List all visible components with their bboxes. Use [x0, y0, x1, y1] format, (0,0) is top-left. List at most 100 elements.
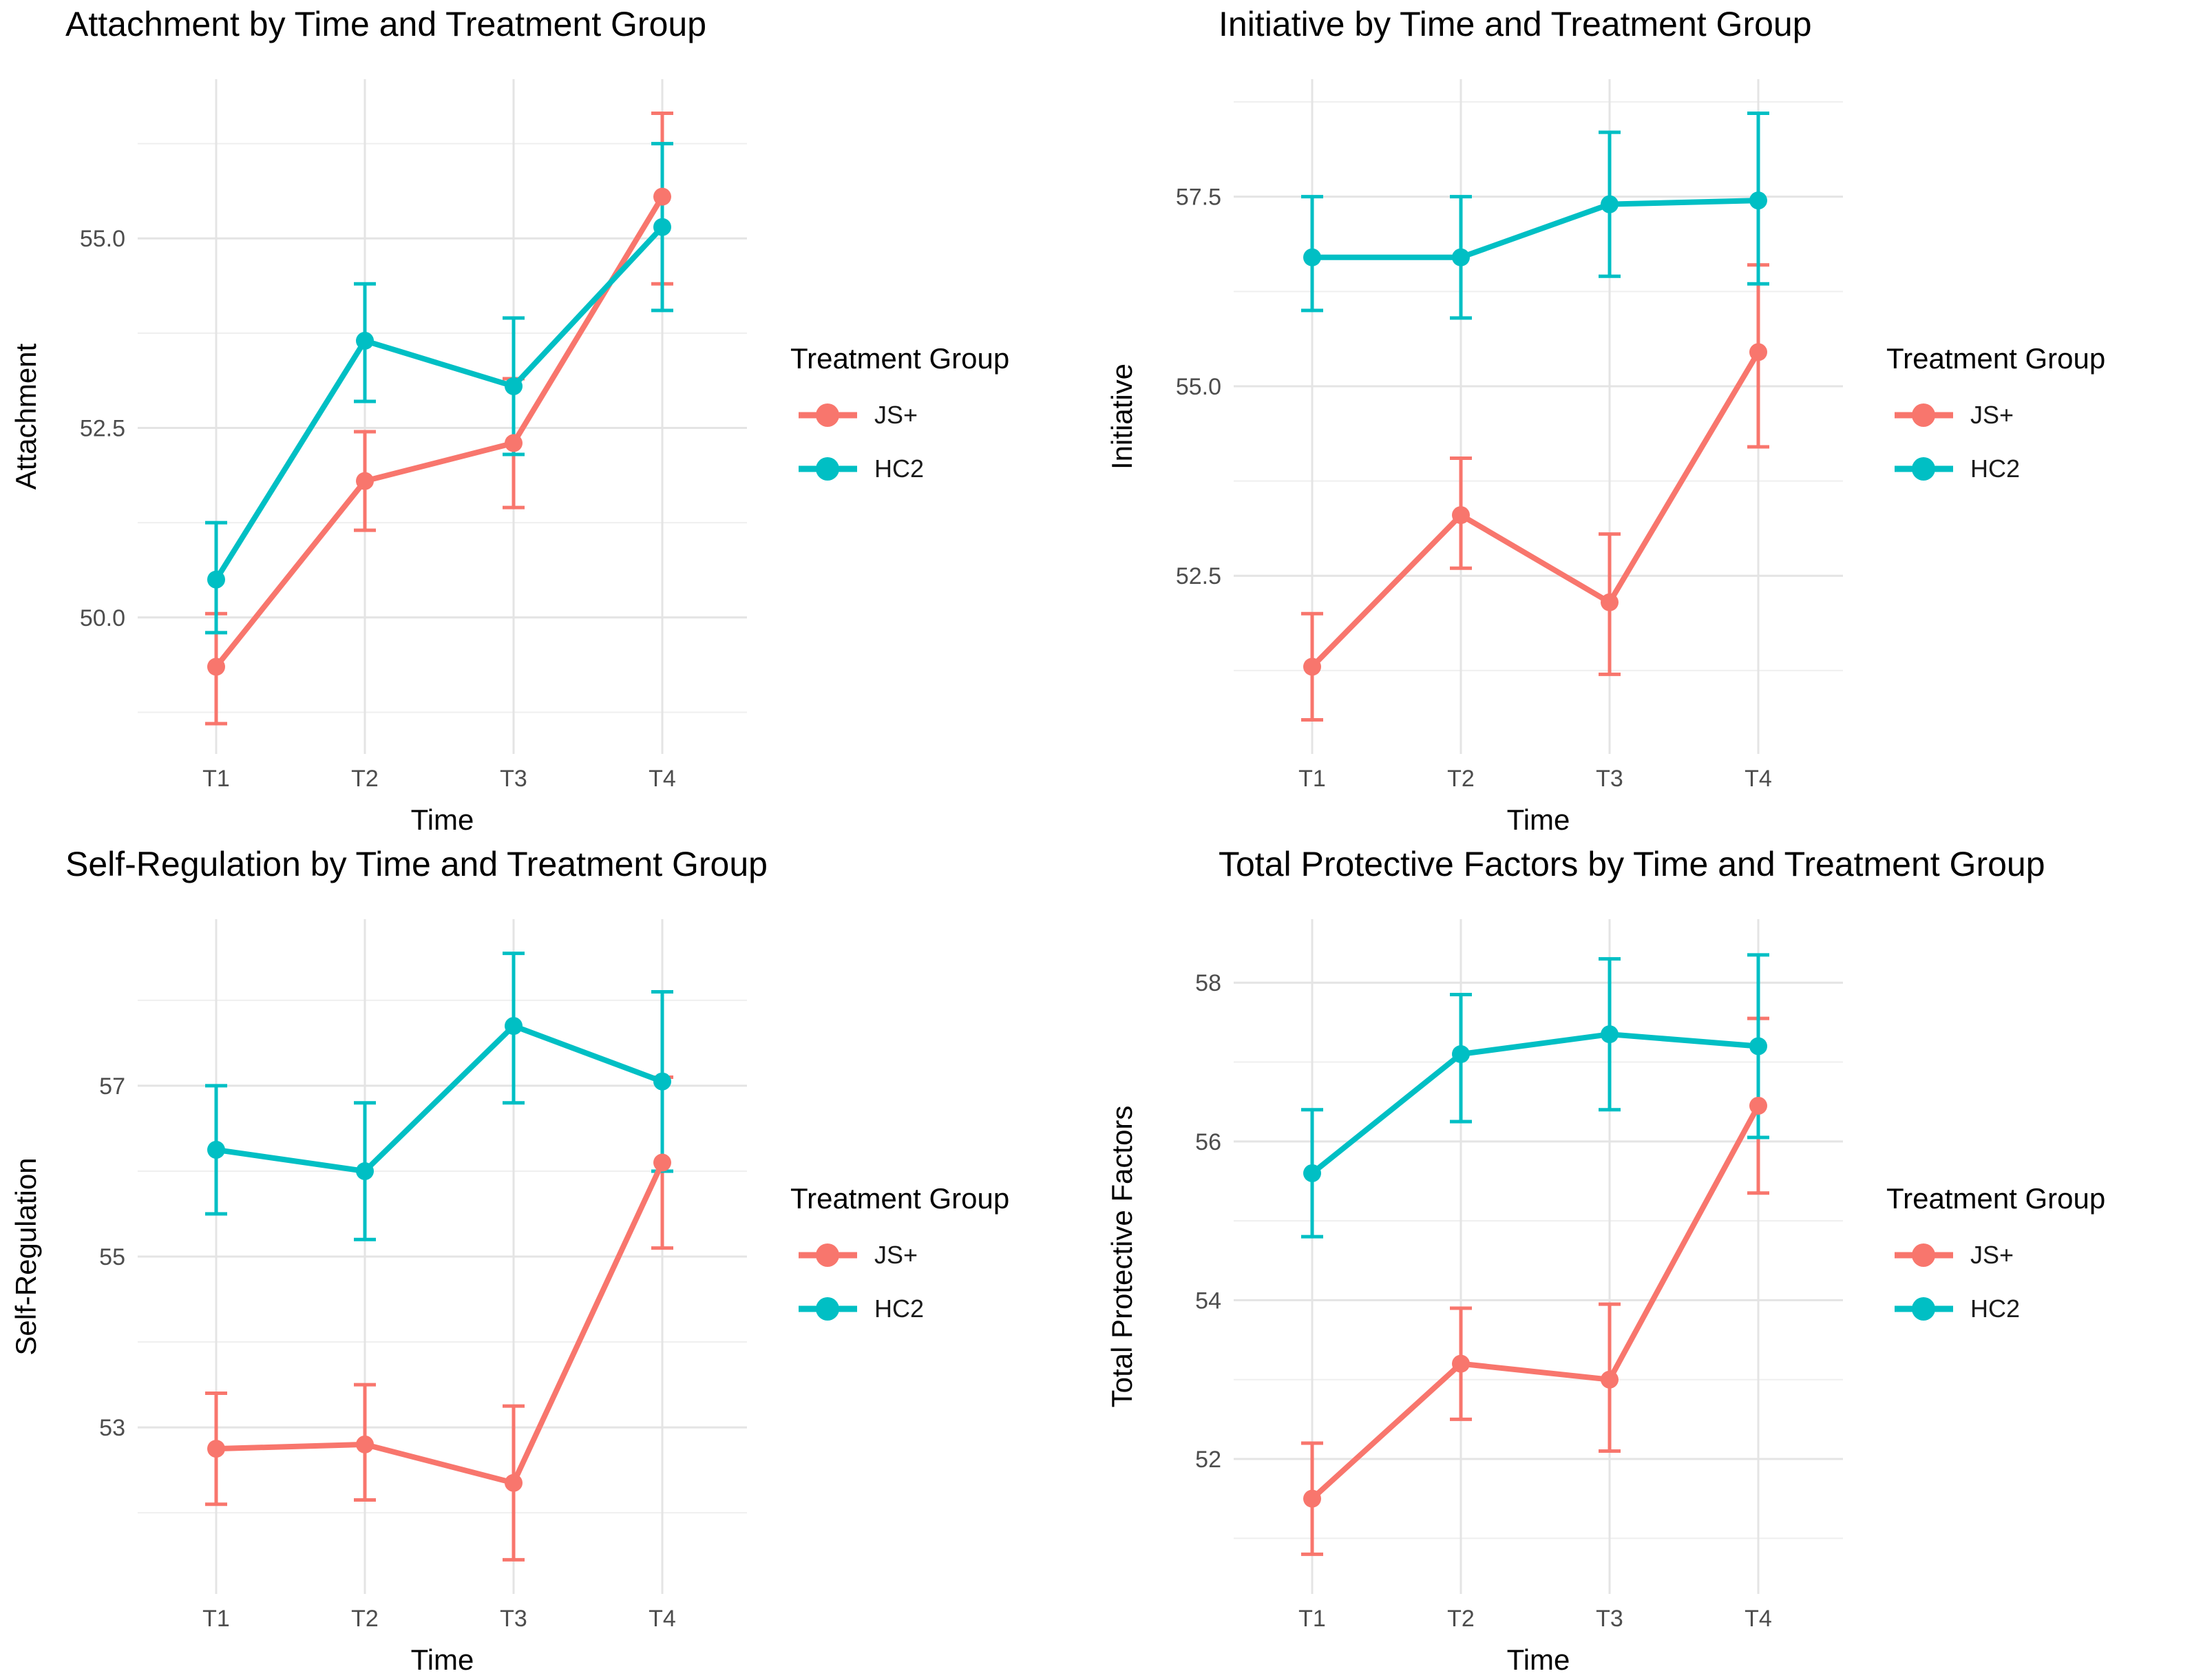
data-point-hc2 [207, 1140, 225, 1159]
legend-key-dot [816, 457, 839, 481]
legend-title: Treatment Group [1886, 342, 2105, 375]
x-tick-label: T4 [649, 1606, 676, 1632]
x-tick-label: T4 [649, 766, 676, 792]
y-tick-label: 56 [1195, 1129, 1221, 1155]
data-point-js [356, 1435, 374, 1453]
x-tick-label: T3 [500, 1606, 527, 1632]
legend-label: HC2 [1970, 1294, 2020, 1323]
data-point-hc2 [1452, 248, 1470, 266]
legend-key-dot [1912, 457, 1935, 481]
series-line-js [213, 195, 665, 669]
legend-entry-js: JS+ [799, 401, 918, 429]
legend-entry-hc2: HC2 [799, 1294, 924, 1323]
legend-entry-hc2: HC2 [1895, 454, 2020, 483]
data-point-js [1601, 593, 1619, 611]
legend-title: Treatment Group [790, 1182, 1009, 1215]
axis-title-y: Initiative [1106, 364, 1138, 470]
x-tick-label: T2 [1447, 766, 1475, 792]
legend-entry-js: JS+ [1895, 401, 2014, 429]
y-tick-label: 55.0 [1176, 374, 1221, 400]
legend-label: JS+ [1970, 401, 2014, 429]
legend-entry-hc2: HC2 [1895, 1294, 2020, 1323]
legend-key-dot [1912, 403, 1935, 427]
legend-label: JS+ [874, 401, 918, 429]
data-point-js [1749, 1096, 1767, 1115]
axis-title-x: Time [411, 804, 474, 836]
chart-cell-total-protective-factors: 52 54 56 58 T1 T2 T3 T4 Time Total Protective Fac… [1096, 840, 2192, 1680]
data-point-js [505, 434, 523, 452]
legend: Treatment Group JS+ HC2 [1886, 342, 2105, 483]
data-point-hc2 [653, 218, 671, 236]
legend-key-dot [816, 1243, 839, 1267]
data-point-hc2 [653, 1072, 671, 1091]
legend-label: HC2 [874, 1294, 924, 1323]
x-tick-label: T2 [351, 1606, 379, 1632]
data-point-js [505, 1473, 523, 1492]
x-tick-label: T4 [1745, 766, 1772, 792]
axis-title-x: Time [411, 1644, 474, 1676]
series-line-js [215, 1161, 665, 1486]
y-tick-label: 57.5 [1176, 185, 1221, 211]
data-point-js [1303, 658, 1321, 676]
legend-entry-hc2: HC2 [799, 454, 924, 483]
x-tick-label: T1 [1298, 1606, 1326, 1632]
legend-label: JS+ [874, 1241, 918, 1269]
data-point-hc2 [1303, 1164, 1321, 1182]
data-point-js [1601, 1370, 1619, 1389]
series-line-hc2 [1310, 1031, 1759, 1176]
legend: Treatment Group JS+ HC2 [790, 1182, 1009, 1323]
legend: Treatment Group JS+ HC2 [1886, 1182, 2105, 1323]
chart-cell-initiative: 52.5 55.0 57.5 T1 T2 T3 T4 Time Initiative Initia… [1096, 0, 2192, 840]
data-point-js [207, 1440, 225, 1458]
chart-cell-attachment: 50.0 52.5 55.0 T1 T2 T3 T4 Time Attachment Attach… [0, 0, 1096, 840]
legend: Treatment Group JS+ HC2 [790, 342, 1009, 483]
data-point-hc2 [1601, 195, 1619, 213]
axis-title-y: Attachment [10, 343, 42, 490]
legend-key-dot [1912, 1243, 1935, 1267]
chart-attachment-svg: 50.0 52.5 55.0 T1 T2 T3 T4 Time Attachment Attach… [10, 5, 1009, 836]
y-tick-label: 54 [1195, 1288, 1221, 1314]
chart-title: Attachment by Time and Treatment Group [65, 5, 706, 43]
data-point-js [207, 658, 225, 676]
axis-title-x: Time [1507, 1644, 1570, 1676]
y-tick-label: 55.0 [80, 226, 125, 252]
data-point-hc2 [356, 1162, 374, 1180]
chart-cell-self-regulation: 53 55 57 T1 T2 T3 T4 Time Self-Regulation Self-Re… [0, 840, 1096, 1680]
data-point-hc2 [207, 570, 225, 589]
legend-key-dot [816, 403, 839, 427]
legend-entry-js: JS+ [1895, 1241, 2014, 1269]
data-point-hc2 [1749, 1037, 1767, 1056]
chart-title: Self-Regulation by Time and Treatment Gr… [65, 845, 768, 883]
x-tick-label: T3 [1596, 766, 1623, 792]
y-tick-label: 57 [99, 1073, 125, 1100]
y-tick-label: 50.0 [80, 605, 125, 631]
data-point-js [1749, 343, 1767, 361]
data-point-hc2 [356, 331, 374, 350]
series-line-hc2 [213, 224, 664, 581]
y-tick-label: 55 [99, 1244, 125, 1270]
data-point-hc2 [505, 1017, 523, 1036]
series-line-hc2 [215, 1023, 664, 1174]
data-point-js [653, 1153, 671, 1172]
chart-total-protective-factors-svg: 52 54 56 58 T1 T2 T3 T4 Time Total Protective Fac… [1106, 845, 2105, 1676]
legend-label: HC2 [874, 454, 924, 483]
x-tick-label: T1 [1298, 766, 1326, 792]
data-point-hc2 [1601, 1025, 1619, 1044]
axis-title-y: Total Protective Factors [1106, 1106, 1138, 1408]
legend-key-dot [1912, 1297, 1935, 1321]
data-point-js [356, 472, 374, 490]
y-tick-label: 52 [1195, 1447, 1221, 1473]
x-tick-label: T1 [202, 766, 230, 792]
x-tick-label: T3 [500, 766, 527, 792]
axis-title-x: Time [1507, 804, 1570, 836]
data-point-hc2 [1303, 248, 1321, 266]
data-point-hc2 [1749, 191, 1767, 210]
data-point-js [1452, 506, 1470, 525]
x-tick-label: T2 [1447, 1606, 1475, 1632]
legend-entry-js: JS+ [799, 1241, 918, 1269]
y-tick-label: 52.5 [1176, 563, 1221, 589]
x-tick-label: T4 [1745, 1606, 1772, 1632]
legend-label: HC2 [1970, 454, 2020, 483]
legend-key-dot [816, 1297, 839, 1321]
